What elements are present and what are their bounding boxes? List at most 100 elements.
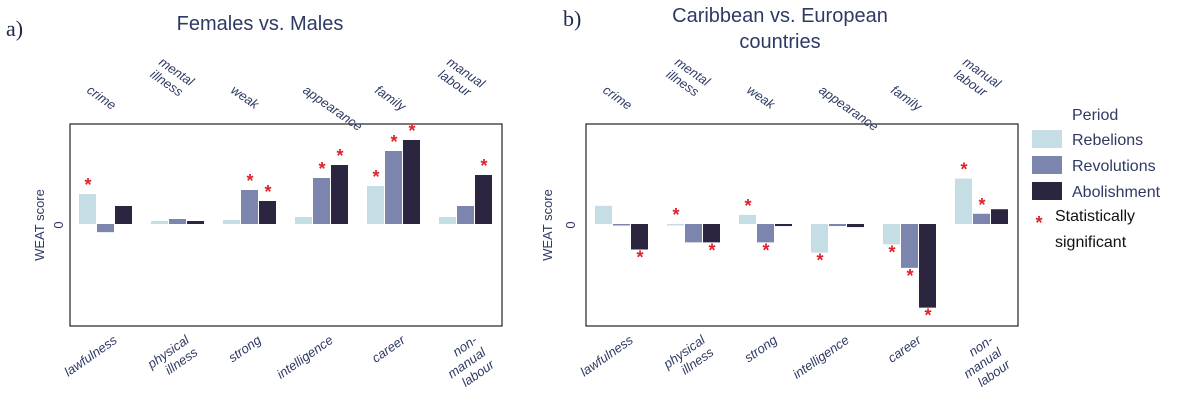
bar-rebelions-1 [667,224,684,226]
top-category-label: mentalillness [148,54,198,102]
significance-star: * [708,240,715,260]
top-category-label: manuallabour [952,54,1005,104]
bar-revolutions-5 [457,206,474,224]
significance-star: * [264,182,271,202]
top-category-label: appearance [816,82,881,134]
bar-revolutions-0 [613,224,630,226]
panel-b: b) Caribbean vs. European countries WEAT sc… [540,5,1019,394]
top-category-label: appearance [300,82,365,134]
significance-star: * [480,156,487,176]
bottom-category-label: intelligence [274,332,336,382]
bar-abolishment-3 [331,165,348,224]
bar-abolishment-4 [403,140,420,224]
y-tick-label: 0 [51,221,66,228]
bar-abolishment-2 [775,224,792,227]
top-category-label: crime [84,82,119,113]
top-category-label: manuallabour [436,54,489,104]
bar-rebelions-3 [295,217,312,224]
bar-abolishment-0 [115,206,132,224]
significance-star: * [960,160,967,180]
bar-rebelions-2 [739,214,756,224]
significance-star: * [924,306,931,326]
bottom-category-label: physicalillness [144,332,201,385]
bottom-category-label: strong [742,332,781,365]
bottom-category-label: physicalillness [660,332,717,385]
significance-star: * [978,195,985,215]
bar-rebelions-1 [151,221,168,224]
bar-revolutions-4 [385,151,402,224]
bar-abolishment-2 [259,201,276,224]
bar-revolutions-0 [97,224,114,233]
bar-revolutions-4 [901,224,918,268]
top-category-label: family [372,82,410,115]
panel-a: a) Females vs. Males WEAT score 0 * * * * * * * * * c… [6,13,503,394]
significance-star: * [906,266,913,286]
bar-revolutions-1 [169,219,186,224]
bottom-category-label: lawfulness [61,332,120,379]
legend: Period Rebelions Revolutions Abolishment * St… [1032,107,1161,251]
legend-significance-star: * [1035,213,1042,233]
significance-star: * [672,205,679,225]
bar-rebelions-5 [955,178,972,224]
bar-revolutions-3 [313,178,330,224]
top-category-label: crime [600,82,635,113]
significance-star: * [246,171,253,191]
top-category-label: weak [228,82,263,113]
legend-item-label: Rebelions [1072,132,1143,149]
bar-abolishment-1 [187,221,204,224]
bar-revolutions-5 [973,213,990,224]
significance-star: * [636,248,643,268]
significance-star: * [318,159,325,179]
bottom-category-label: non-manuallabour [952,332,1014,394]
bottom-category-label: strong [226,332,265,365]
significance-star: * [816,251,823,271]
legend-swatch-abolishment [1032,182,1062,200]
bar-rebelions-2 [223,220,240,224]
significance-star: * [408,121,415,141]
top-category-label: weak [744,82,779,113]
y-axis-label: WEAT score [32,189,47,261]
bottom-category-label: intelligence [790,332,852,382]
legend-title: Period [1072,107,1118,124]
bar-rebelions-0 [79,194,96,224]
top-category-label: mentalillness [664,54,714,102]
y-axis-label: WEAT score [540,189,555,261]
bar-rebelions-4 [883,224,900,245]
significance-star: * [372,167,379,187]
legend-swatch-rebelions [1032,130,1062,148]
legend-swatch-revolutions [1032,156,1062,174]
bar-revolutions-3 [829,224,846,227]
bar-abolishment-5 [991,209,1008,224]
legend-item-label: Abolishment [1072,184,1161,201]
bar-abolishment-5 [475,175,492,224]
significance-star: * [744,196,751,216]
bar-abolishment-3 [847,224,864,228]
chart-title: Females vs. Males [177,13,344,35]
bar-rebelions-5 [439,217,456,224]
y-tick-label: 0 [563,221,578,228]
panel-label: b) [563,6,581,31]
significance-star: * [762,240,769,260]
significance-star: * [336,146,343,166]
plot-frame [69,123,503,327]
bar-rebelions-0 [595,205,612,224]
bar-abolishment-0 [631,224,648,250]
top-category-label: family [888,82,926,115]
panel-label: a) [6,16,23,41]
significance-star: * [84,175,91,195]
bar-revolutions-2 [241,190,258,224]
significance-star: * [888,242,895,262]
bottom-category-label: lawfulness [577,332,636,379]
bottom-category-label: non-manuallabour [436,332,498,394]
bar-rebelions-3 [811,224,828,253]
bar-revolutions-2 [757,224,774,243]
plot-frame [585,123,1019,327]
legend-significance-label: Statistically significant [1055,208,1135,251]
bottom-category-label: career [369,332,408,366]
bar-abolishment-1 [703,224,720,243]
legend-item-label: Revolutions [1072,158,1156,175]
chart-title: Caribbean vs. European countries [672,5,888,53]
bar-revolutions-1 [685,224,702,243]
bar-abolishment-4 [919,224,936,308]
